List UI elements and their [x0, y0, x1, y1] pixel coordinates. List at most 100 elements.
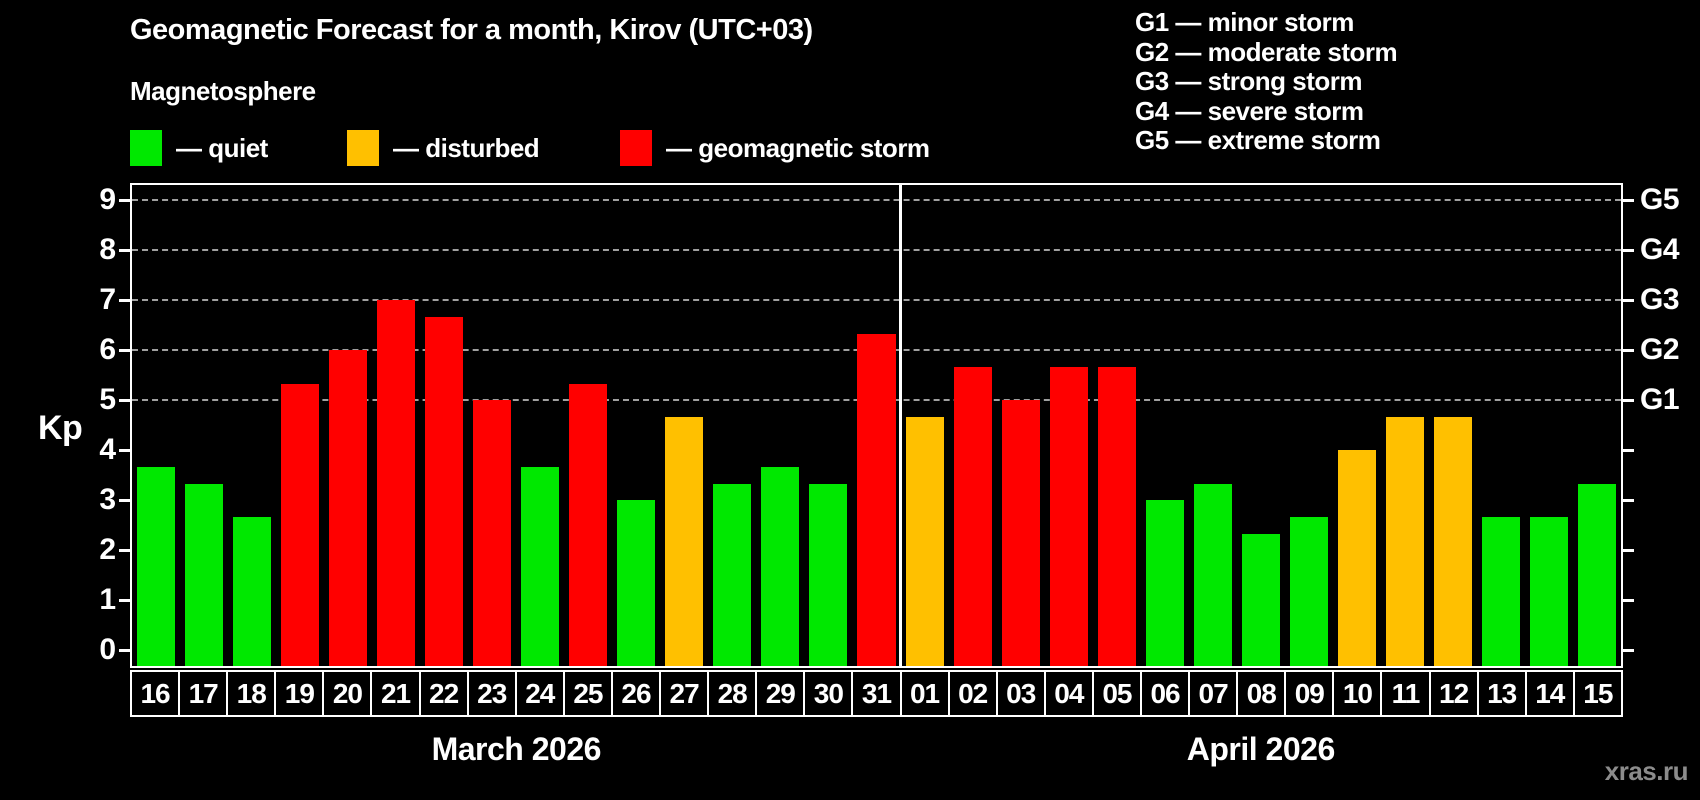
y-axis-title: Kp [38, 409, 83, 447]
legend-label-quiet: — quiet [176, 132, 268, 163]
month-divider [899, 185, 903, 666]
legend-item-disturbed: — disturbed [347, 129, 540, 167]
right-tick-kp4 [1623, 448, 1634, 452]
month-label-april: April 2026 [1186, 731, 1335, 767]
left-tick-kp2 [119, 548, 130, 552]
kp-bar [377, 300, 416, 666]
left-tick-kp7 [119, 298, 130, 302]
date-cell: 01 [902, 672, 950, 715]
kp-bar [1001, 400, 1040, 666]
right-tick-kp2 [1623, 548, 1634, 552]
date-cell: 20 [324, 672, 373, 715]
kp-bar [665, 416, 704, 666]
kp-bar [569, 383, 608, 666]
legend-label-disturbed: — disturbed [393, 132, 540, 163]
kp-bar [953, 366, 992, 666]
date-cell: 14 [1527, 672, 1575, 715]
date-cell: 13 [1479, 672, 1527, 715]
date-cell: 08 [1238, 672, 1287, 715]
right-tick-kp8 [1623, 248, 1634, 252]
y-tick-label-3: 3 [99, 483, 116, 516]
date-cell: 30 [805, 672, 854, 715]
right-tick-kp1 [1623, 598, 1634, 602]
date-cell: 06 [1142, 672, 1191, 715]
g-scale-label-g2: G2 [1640, 333, 1680, 366]
gridline-kp7 [132, 299, 1621, 301]
date-cell: 23 [469, 672, 517, 715]
storm-scale-line-g5: G5 — extreme storm [1135, 125, 1381, 155]
date-cell: 09 [1286, 672, 1335, 715]
date-cell: 22 [421, 672, 469, 715]
kp-bar [185, 483, 224, 666]
plot-area [130, 183, 1623, 668]
y-tick-label-4: 4 [99, 433, 116, 466]
kp-bar [1145, 500, 1184, 666]
date-cell: 27 [661, 672, 710, 715]
kp-bar [281, 383, 320, 666]
g-scale-label-g4: G4 [1640, 233, 1680, 266]
kp-bar [617, 500, 656, 666]
kp-bar [473, 400, 512, 666]
g-scale-label-g1: G1 [1640, 383, 1680, 416]
right-tick-kp6 [1623, 348, 1634, 352]
date-cell: 15 [1583, 677, 1613, 709]
gridline-kp8 [132, 249, 1621, 251]
kp-bar [713, 483, 752, 666]
date-cell: 05 [1094, 672, 1142, 715]
y-tick-label-7: 7 [99, 283, 116, 316]
y-tick-label-6: 6 [99, 333, 116, 366]
y-tick-label-2: 2 [99, 533, 116, 566]
date-cell: 03 [998, 672, 1046, 715]
g-scale-label-g3: G3 [1640, 283, 1680, 316]
left-tick-kp8 [119, 248, 130, 252]
magnetosphere-label: Magnetosphere [130, 76, 316, 106]
kp-bar [1049, 366, 1088, 666]
right-tick-kp0 [1623, 648, 1634, 652]
disturbed-swatch [347, 130, 379, 166]
g-scale-label-g5: G5 [1640, 183, 1680, 216]
left-tick-kp0 [119, 648, 130, 652]
y-tick-label-0: 0 [99, 633, 116, 666]
kp-bar [1193, 483, 1232, 666]
left-tick-kp5 [119, 398, 130, 402]
watermark: xras.ru [1604, 756, 1689, 786]
left-tick-kp1 [119, 598, 130, 602]
left-tick-kp9 [119, 198, 130, 202]
y-tick-label-8: 8 [99, 233, 116, 266]
date-cell: 02 [950, 672, 998, 715]
date-cell: 31 [853, 672, 902, 715]
legend-item-quiet: — quiet [130, 129, 268, 167]
kp-bar [1241, 533, 1280, 666]
gridline-kp9 [132, 199, 1621, 201]
legend-label-storm: — geomagnetic storm [666, 132, 930, 163]
kp-bar [905, 416, 944, 666]
storm-scale-line-g3: G3 — strong storm [1135, 66, 1362, 96]
date-cell: 17 [180, 672, 229, 715]
kp-bar [1289, 516, 1328, 666]
storm-scale-line-g4: G4 — severe storm [1135, 95, 1364, 126]
kp-bar [1433, 416, 1472, 666]
kp-bar [857, 333, 896, 666]
kp-bar [425, 316, 464, 666]
right-tick-kp5 [1623, 398, 1634, 402]
date-cell: 26 [613, 672, 662, 715]
quiet-swatch [130, 130, 162, 166]
right-tick-kp7 [1623, 298, 1634, 302]
month-label-march: March 2026 [431, 731, 602, 767]
kp-bar [761, 466, 800, 666]
kp-bar [1529, 516, 1568, 666]
storm-swatch [620, 130, 652, 166]
kp-bar [521, 466, 560, 666]
left-tick-kp4 [119, 448, 130, 452]
date-cell: 24 [517, 672, 565, 715]
kp-bar [1097, 366, 1136, 666]
storm-scale-legend: G1 — minor storm G2 — moderate storm G3 — … [1135, 7, 1398, 156]
date-cell: 10 [1334, 672, 1383, 715]
kp-bar [137, 466, 176, 666]
page-title: Geomagnetic Forecast for a month, Kirov … [130, 14, 813, 46]
date-cell: 25 [565, 672, 613, 715]
legend-item-storm: — geomagnetic storm [620, 129, 930, 167]
date-cell: 12 [1431, 672, 1479, 715]
right-tick-kp9 [1623, 198, 1634, 202]
